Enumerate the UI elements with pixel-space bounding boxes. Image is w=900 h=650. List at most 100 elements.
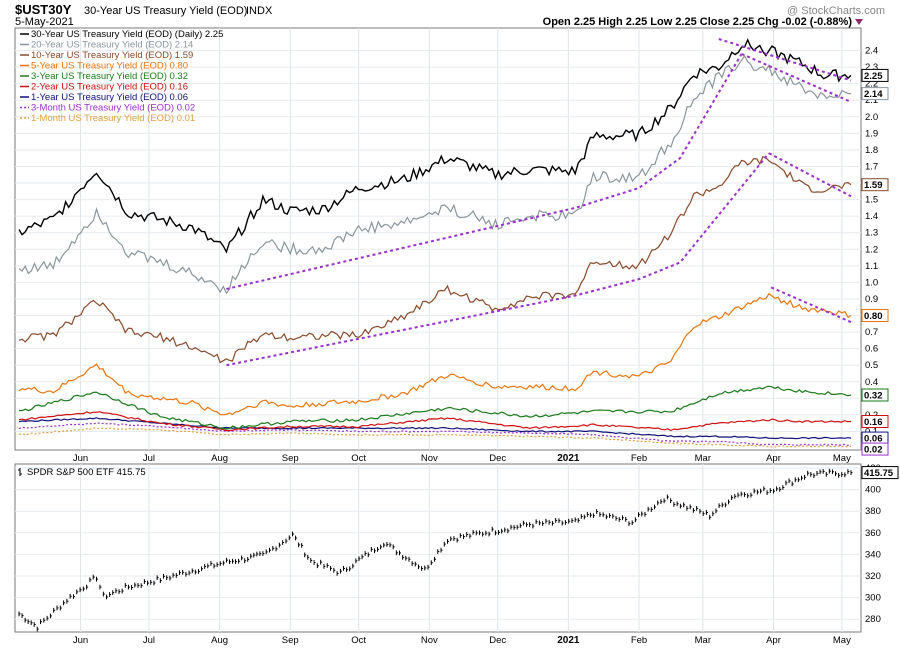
y-tick-label: 0.7	[865, 327, 878, 338]
last-value-text: 0.80	[864, 311, 883, 322]
y-tick-label: 2.2	[865, 79, 878, 90]
x-tick-label: Dec	[489, 635, 506, 646]
last-value-box	[861, 178, 889, 192]
legend-item-y2: 2-Year US Treasury Yield (EOD) 0.16	[31, 82, 188, 93]
series-line-y10	[18, 155, 852, 364]
legend-item-y5: 5-Year US Treasury Yield (EOD) 0.80	[31, 61, 188, 72]
x-tick-label: Oct	[351, 453, 366, 464]
series-line-y5	[18, 292, 852, 416]
y-tick-label: 1.4	[865, 211, 878, 222]
last-value-text: 2.25	[864, 71, 883, 82]
last-value-text: 1.59	[864, 180, 883, 191]
x-tick-label: Sep	[282, 635, 299, 646]
date-label: 5-May-2021	[15, 16, 74, 28]
legend-item-y10: 10-Year US Treasury Yield (EOD) 1.59	[31, 50, 193, 61]
y-tick-label: 1.2	[865, 244, 878, 255]
y-tick-label: 2.3	[865, 62, 878, 73]
series-line-y3	[19, 385, 852, 430]
x-tick-label: Nov	[421, 453, 438, 464]
trendline	[718, 38, 852, 82]
y-tick-label: 0.5	[865, 360, 878, 371]
x-tick-label: Jul	[143, 635, 155, 646]
y-tick-label: 360	[865, 528, 881, 539]
y-tick-label: 1.9	[865, 128, 878, 139]
y-axis-labels: 0.10.20.30.40.50.60.70.80.91.01.11.21.31…	[865, 46, 881, 626]
x-tick-label: Aug	[211, 453, 228, 464]
last-value-text: 0.16	[864, 417, 883, 428]
y-tick-label: 280	[865, 614, 881, 625]
x-tick-label: Aug	[211, 635, 228, 646]
series-line-y30	[18, 38, 852, 254]
y-tick-label: 340	[865, 549, 881, 560]
y-tick-label: 1.7	[865, 161, 878, 172]
y-tick-label: 1.8	[865, 145, 878, 156]
last-value-text: 2.14	[864, 89, 883, 100]
last-value-m3: 0.02	[861, 442, 889, 456]
y-tick-label: 0.6	[865, 344, 878, 355]
x-tick-label: 2021	[557, 635, 580, 646]
x-tick-label: Apr	[766, 453, 781, 464]
y-tick-label: 1.1	[865, 261, 878, 272]
x-tick-label: Jun	[73, 635, 88, 646]
last-value-y2: 0.16	[861, 415, 889, 429]
last-value-y10: 1.59	[861, 178, 889, 192]
x-axis-labels: Jun Jun Jul Jul Aug Aug Sep Sep Oct Oct Nov Nov Dec D…	[73, 453, 851, 646]
last-value-box	[861, 68, 889, 82]
ohlc-readout: Open 2.25 High 2.25 Low 2.25 Close 2.25 …	[543, 16, 853, 28]
x-tick-label: Mar	[695, 635, 711, 646]
series-line-y2	[18, 411, 852, 432]
symbol-title: $UST30Y	[15, 2, 72, 17]
legend-item-y20: 20-Year US Treasury Yield (EOD) 2.14	[31, 40, 193, 51]
y-tick-label: 1.0	[865, 277, 878, 288]
last-value-box	[861, 87, 889, 101]
last-value-text: 0.02	[864, 445, 883, 456]
x-tick-label: Dec	[489, 453, 506, 464]
series-layer	[18, 38, 853, 632]
spy-label: SPDR S&P 500 ETF 415.75	[27, 467, 146, 478]
y-tick-label: 300	[865, 593, 881, 604]
x-tick-label: Oct	[351, 635, 366, 646]
trendline	[741, 52, 852, 103]
grid-layer	[15, 28, 861, 632]
x-tick-label: Nov	[421, 635, 438, 646]
x-tick-label: May	[833, 635, 851, 646]
x-tick-label: Jun	[73, 453, 88, 464]
last-value-text: 415.75	[864, 468, 894, 479]
last-value-y5: 0.80	[861, 309, 889, 323]
legend-item-y3: 3-Year US Treasury Yield (EOD) 0.32	[31, 71, 188, 82]
y-tick-label: 400	[865, 485, 881, 496]
last-value-spy: 415.75	[861, 466, 899, 480]
y-tick-label: 2.4	[865, 46, 878, 57]
x-tick-label: Apr	[766, 635, 781, 646]
y-tick-label: 2.0	[865, 112, 878, 123]
y-tick-label: 0.4	[865, 377, 878, 388]
dropdown-arrow-icon[interactable]	[855, 19, 863, 25]
x-tick-label: Jul	[143, 453, 155, 464]
series-line-y20	[18, 54, 852, 295]
y-tick-label: 1.3	[865, 228, 878, 239]
legend-item-y30: 30-Year US Treasury Yield (EOD) (Daily) …	[31, 29, 223, 40]
last-value-box	[861, 442, 889, 456]
legend-item-m1: 1-Month US Treasury Yield (EOD) 0.01	[31, 113, 195, 124]
y-tick-label: 2.1	[865, 95, 878, 106]
exchange-label: INDX	[246, 5, 273, 17]
y-tick-label: 320	[865, 571, 881, 582]
trendline	[770, 286, 852, 324]
legend-item-y1: 1-Year US Treasury Yield (EOD) 0.06	[31, 92, 188, 103]
trendline-layer	[226, 38, 852, 367]
series-line-m3	[18, 422, 852, 446]
last-value-box	[861, 388, 889, 402]
last-value-y30: 2.25	[861, 68, 889, 82]
x-tick-label: May	[833, 453, 851, 464]
last-value-box	[861, 415, 889, 429]
y-tick-label: 0.9	[865, 294, 878, 305]
last-value-y3: 0.32	[861, 388, 889, 402]
watermark: @ StockCharts.com	[787, 5, 885, 17]
trendline	[226, 152, 770, 367]
symbol-description: 30-Year US Treasury Yield (EOD)	[84, 5, 247, 17]
y-tick-label: 380	[865, 506, 881, 517]
x-tick-label: Sep	[282, 453, 299, 464]
spy-panel-frame	[14, 463, 862, 633]
